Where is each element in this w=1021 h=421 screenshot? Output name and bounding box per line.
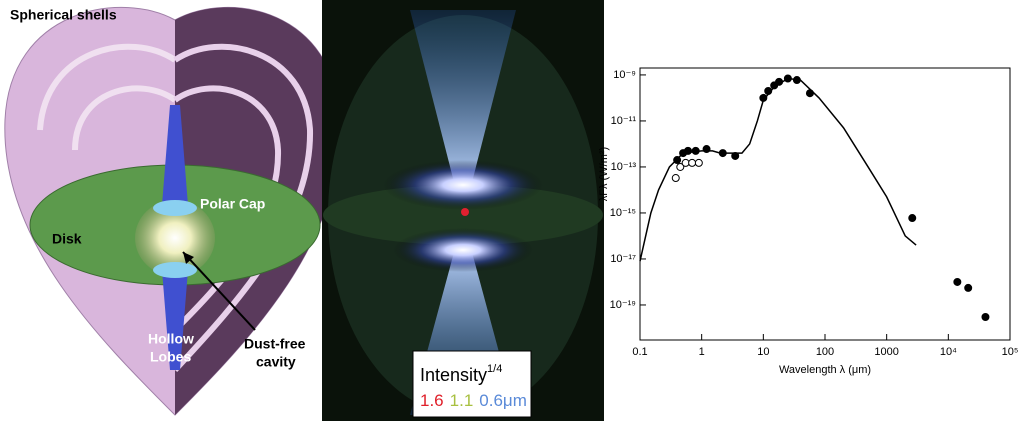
legend-title-sup: 1/4: [487, 363, 502, 375]
y-tick-label: 10⁻¹³: [611, 161, 637, 173]
x-axis-label: Wavelength λ (μm): [779, 364, 871, 376]
y-tick-label: 10⁻¹⁹: [610, 299, 636, 311]
data-point: [806, 90, 813, 97]
data-point: [965, 284, 972, 291]
figure: Spherical shells Polar Cap Disk Hollow L…: [0, 0, 1021, 421]
plot-frame: [640, 68, 1010, 340]
data-point: [793, 77, 800, 84]
x-tick-label: 1000: [874, 346, 898, 358]
glow: [393, 228, 533, 272]
legend-title-text: Intensity: [420, 365, 487, 385]
data-point: [776, 78, 783, 85]
open-point: [682, 159, 689, 166]
label: Disk: [52, 231, 82, 247]
open-point: [672, 175, 679, 182]
label: Dust-free: [244, 336, 306, 352]
x-tick-label: 10⁴: [940, 346, 957, 358]
band-label: 0.6: [479, 391, 503, 410]
data-point: [982, 313, 989, 320]
data-point: [684, 147, 691, 154]
x-tick-label: 10: [757, 346, 769, 358]
band-label: 1.6: [420, 391, 444, 410]
data-point: [732, 152, 739, 159]
label: Lobes: [150, 349, 191, 365]
data-point: [703, 146, 710, 153]
data-point: [719, 150, 726, 157]
y-tick-label: 10⁻¹⁷: [610, 253, 636, 265]
y-tick-label: 10⁻⁹: [613, 69, 636, 81]
glow: [383, 160, 543, 210]
y-tick-label: 10⁻¹¹: [611, 115, 637, 127]
open-point: [689, 159, 696, 166]
band-unit: μm: [503, 391, 527, 410]
y-axis-label: λFλ (W/m²): [598, 147, 610, 201]
label: Polar Cap: [200, 196, 265, 212]
sed-chart: 0.1 1 10 100 1000 10⁴ 10⁵ 10⁻¹⁹ 10⁻¹⁷ 10⁻¹⁵ 10⁻¹³ 1…: [598, 68, 1018, 376]
y-tick-label: 10⁻¹⁵: [610, 207, 636, 219]
polar-cap: [153, 200, 197, 216]
intensity-image: Intensity1/4 1.6 1.1 0.6μm: [322, 0, 604, 421]
label: cavity: [256, 354, 296, 370]
band-label: 1.1: [450, 391, 474, 410]
label: Hollow: [148, 331, 194, 347]
x-tick-label: 0.1: [632, 346, 647, 358]
x-tick-label: 10⁵: [1002, 346, 1019, 358]
x-tick-label: 1: [699, 346, 705, 358]
label: Spherical shells: [10, 7, 117, 23]
shell-diagram: Spherical shells Polar Cap Disk Hollow L…: [5, 7, 340, 415]
data-point: [692, 147, 699, 154]
data-point: [760, 94, 767, 101]
data-point: [674, 157, 681, 164]
source: [461, 208, 469, 216]
open-point: [695, 159, 702, 166]
data-point: [954, 278, 961, 285]
data-point: [909, 215, 916, 222]
data-point: [784, 75, 791, 82]
polar-cap: [153, 262, 197, 278]
data-point: [765, 88, 772, 95]
x-tick-label: 100: [816, 346, 834, 358]
